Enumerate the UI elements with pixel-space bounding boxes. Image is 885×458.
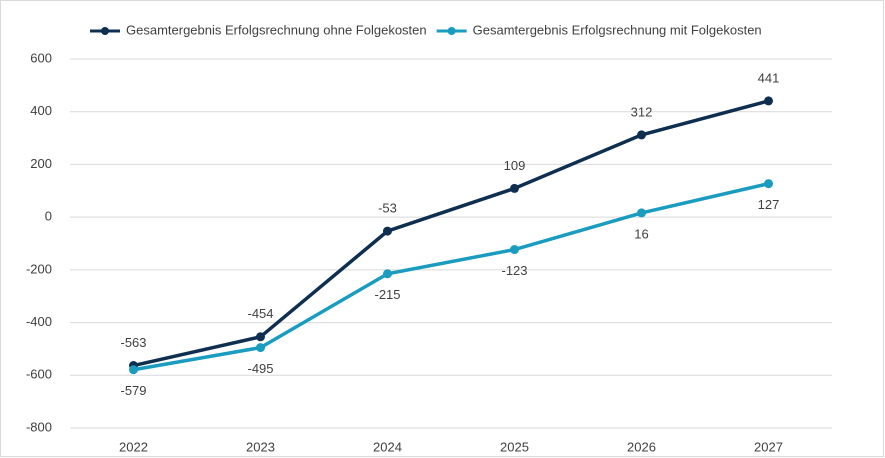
legend-label: Gesamtergebnis Erfolgsrechnung ohne Folg… — [126, 22, 427, 37]
legend-label: Gesamtergebnis Erfolgsrechnung mit Folge… — [473, 22, 762, 37]
y-tick-label: -800 — [26, 419, 52, 434]
data-point — [764, 179, 773, 189]
data-label: -215 — [374, 287, 400, 302]
data-point — [383, 226, 392, 236]
x-tick-label: 2027 — [754, 439, 783, 454]
data-label: 16 — [634, 226, 648, 241]
data-label: 441 — [758, 70, 780, 85]
x-tick-label: 2023 — [246, 439, 275, 454]
data-point — [510, 183, 519, 193]
data-label: 312 — [631, 104, 653, 119]
y-tick-label: -600 — [26, 367, 52, 382]
data-point — [510, 245, 519, 255]
data-label: -579 — [120, 383, 146, 398]
data-point — [383, 269, 392, 279]
data-label: -123 — [501, 263, 527, 278]
y-tick-label: 200 — [30, 156, 52, 171]
data-point — [256, 343, 265, 353]
data-point — [256, 332, 265, 342]
y-tick-label: 400 — [30, 103, 52, 118]
y-tick-label: -400 — [26, 314, 52, 329]
data-point — [637, 130, 646, 140]
data-label: -53 — [378, 201, 397, 216]
data-label: -563 — [120, 335, 146, 350]
data-label: -454 — [247, 306, 273, 321]
data-label: -495 — [247, 361, 273, 376]
data-point — [764, 96, 773, 106]
x-tick-label: 2024 — [373, 439, 402, 454]
x-tick-label: 2025 — [500, 439, 529, 454]
x-tick-label: 2022 — [119, 439, 148, 454]
data-point — [637, 208, 646, 218]
x-tick-label: 2026 — [627, 439, 656, 454]
y-tick-label: 0 — [45, 209, 52, 224]
legend-marker — [447, 27, 456, 35]
data-label: 127 — [758, 197, 780, 212]
series-line — [133, 181, 769, 372]
data-point — [129, 365, 138, 375]
data-label: 109 — [504, 158, 526, 173]
y-tick-label: 600 — [30, 50, 52, 65]
legend-marker — [101, 27, 109, 35]
y-tick-label: -200 — [26, 261, 52, 276]
series-line — [133, 99, 769, 368]
